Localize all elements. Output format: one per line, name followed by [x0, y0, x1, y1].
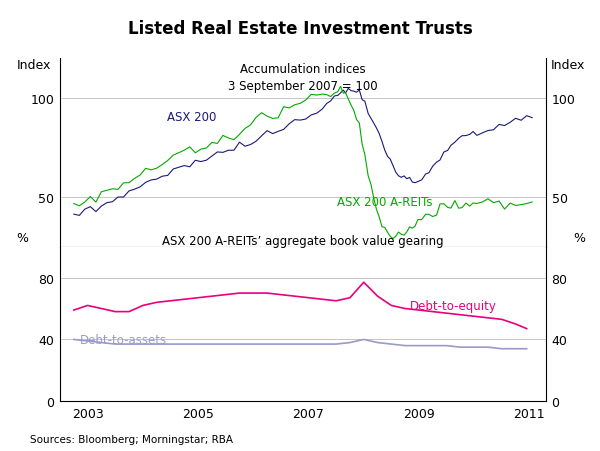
Text: ASX 200: ASX 200	[167, 111, 216, 124]
Text: Debt-to-assets: Debt-to-assets	[79, 333, 167, 346]
Text: Listed Real Estate Investment Trusts: Listed Real Estate Investment Trusts	[128, 20, 472, 38]
Text: Index: Index	[551, 59, 585, 72]
Text: Accumulation indices
3 September 2007 = 100: Accumulation indices 3 September 2007 = …	[228, 62, 378, 92]
Text: Debt-to-equity: Debt-to-equity	[410, 299, 497, 312]
Text: Sources: Bloomberg; Morningstar; RBA: Sources: Bloomberg; Morningstar; RBA	[30, 434, 233, 444]
Text: Index: Index	[16, 59, 50, 72]
Text: %: %	[16, 231, 28, 244]
Text: %: %	[573, 231, 585, 244]
Text: ASX 200 A-REITs’ aggregate book value gearing: ASX 200 A-REITs’ aggregate book value ge…	[162, 234, 444, 247]
Text: ASX 200 A-REITs: ASX 200 A-REITs	[337, 196, 433, 209]
